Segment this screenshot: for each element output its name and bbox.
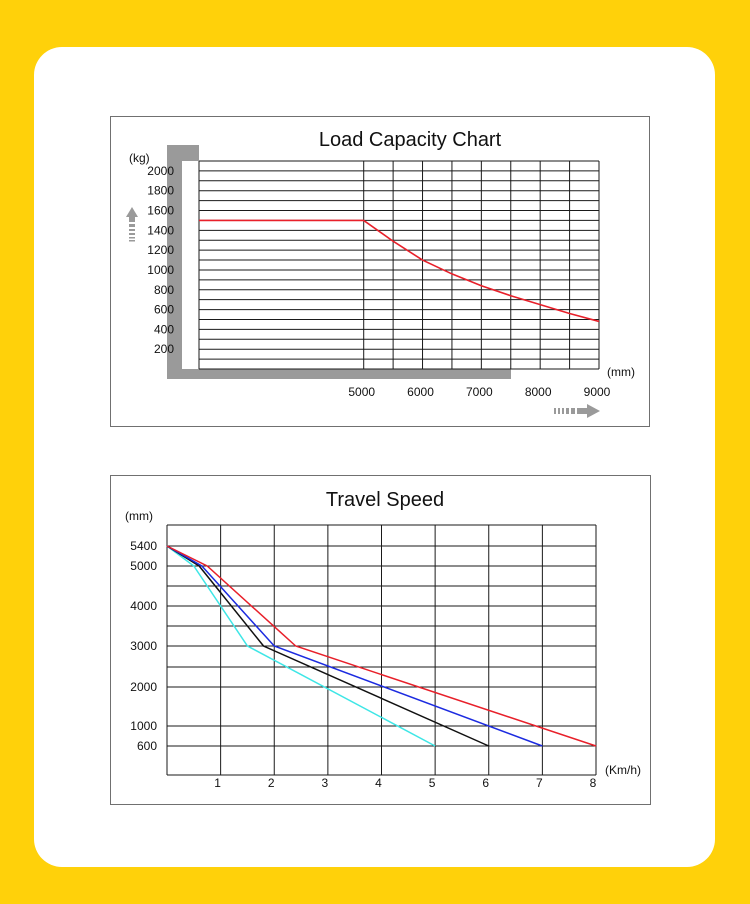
y-tick-label: 200 (154, 342, 174, 356)
y-tick-label: 5400 (130, 539, 157, 553)
y-tick-label: 2000 (147, 164, 174, 178)
series (199, 219, 600, 323)
x-tick-label: 1 (214, 776, 221, 790)
series (166, 545, 597, 747)
x-tick-label: 2 (268, 776, 275, 790)
x-tick-label: 8 (590, 776, 597, 790)
series-line-red (166, 545, 597, 747)
x-tick-label: 8000 (525, 385, 552, 399)
y-tick-label: 400 (154, 322, 174, 336)
y-tick-label: 1000 (147, 263, 174, 277)
travel-speed-chart: Travel Speed (mm) (Km/h) 5400 5000 4000 300… (125, 489, 641, 790)
travel-speed-panel: Travel Speed (mm) (Km/h) 5400 5000 4000 300… (110, 475, 651, 805)
y-tick-label: 4000 (130, 599, 157, 613)
series-line-blue (166, 545, 543, 747)
axis-frame (167, 145, 511, 379)
y-tick-label: 1600 (147, 204, 174, 218)
y-axis-unit: (mm) (125, 509, 153, 523)
x-tick-label: 3 (322, 776, 329, 790)
chart-title: Travel Speed (326, 489, 444, 511)
x-tick-label: 6 (482, 776, 489, 790)
y-tick-label: 600 (154, 303, 174, 317)
y-tick-label: 600 (137, 739, 157, 753)
x-tick-label: 7000 (466, 385, 493, 399)
load-capacity-chart: Load Capacity Chart (kg) (mm) 2000 1800 16… (126, 129, 635, 418)
right-arrow-icon (554, 404, 600, 418)
grid (166, 524, 597, 776)
chart-title: Load Capacity Chart (319, 129, 502, 151)
grid (198, 160, 600, 370)
y-tick-label: 2000 (130, 680, 157, 694)
y-tick-label: 1200 (147, 243, 174, 257)
x-axis-unit: (mm) (607, 365, 635, 379)
y-tick-label: 3000 (130, 639, 157, 653)
y-tick-label: 5000 (130, 559, 157, 573)
x-tick-label: 7 (536, 776, 543, 790)
x-axis-unit: (Km/h) (605, 763, 641, 777)
series-line-cyan (166, 545, 436, 747)
series-line-capacity (199, 219, 600, 323)
y-axis-unit: (kg) (129, 151, 150, 165)
y-tick-label: 800 (154, 283, 174, 297)
up-arrow-icon (126, 207, 138, 242)
y-tick-label: 1800 (147, 184, 174, 198)
x-tick-label: 6000 (407, 385, 434, 399)
x-tick-label: 9000 (584, 385, 611, 399)
load-capacity-panel: Load Capacity Chart (kg) (mm) 2000 1800 16… (110, 116, 650, 427)
x-tick-label: 4 (375, 776, 382, 790)
x-tick-label: 5000 (348, 385, 375, 399)
y-tick-label: 1000 (130, 719, 157, 733)
y-tick-label: 1400 (147, 223, 174, 237)
x-tick-label: 5 (429, 776, 436, 790)
